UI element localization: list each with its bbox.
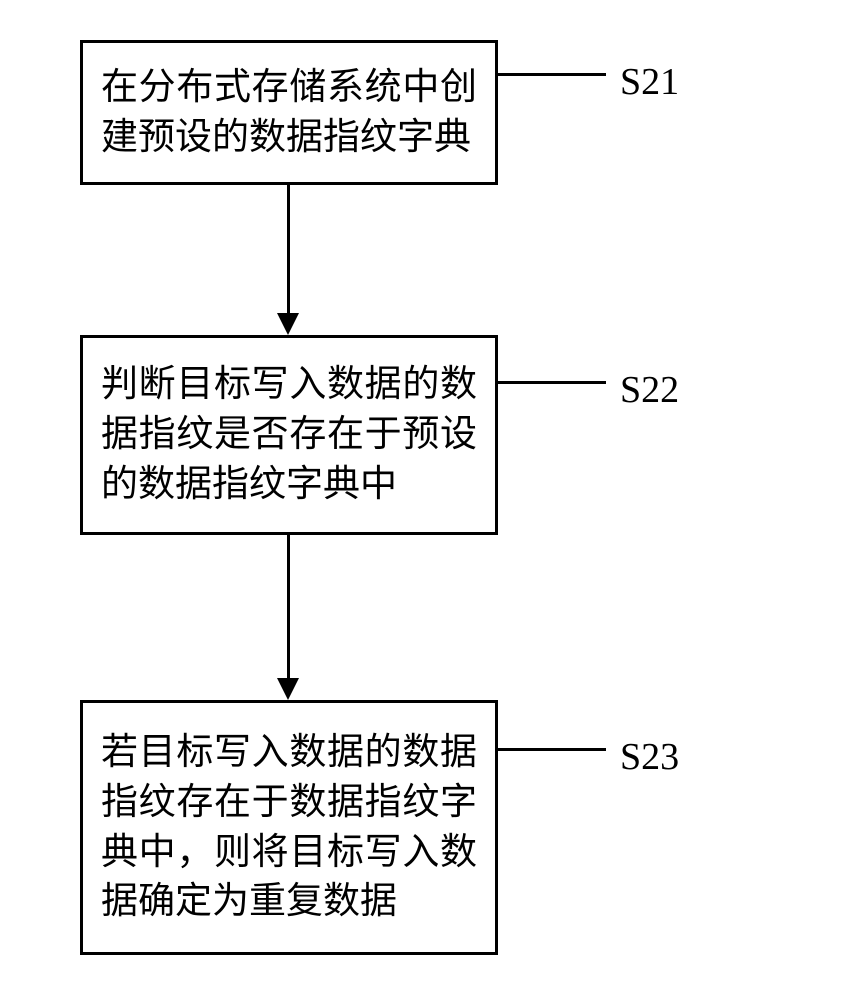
flow-node-s23-text: 若目标写入数据的数据指纹存在于数据指纹字典中，则将目标写入数据确定为重复数据 [101, 728, 477, 928]
arrow-s21-s22 [287, 185, 290, 315]
leader-line-s23 [498, 748, 606, 751]
leader-line-s22 [498, 381, 606, 384]
arrow-head-s21-s22 [277, 313, 299, 335]
arrow-head-s22-s23 [277, 678, 299, 700]
step-label-s22: S22 [620, 368, 679, 412]
step-label-s21: S21 [620, 60, 679, 104]
flow-node-s22-text: 判断目标写入数据的数据指纹是否存在于预设的数据指纹字典中 [101, 360, 477, 510]
flow-node-s23: 若目标写入数据的数据指纹存在于数据指纹字典中，则将目标写入数据确定为重复数据 [80, 700, 498, 955]
step-label-s23: S23 [620, 735, 679, 779]
flow-node-s21-text: 在分布式存储系统中创建预设的数据指纹字典 [101, 63, 477, 163]
flow-node-s21: 在分布式存储系统中创建预设的数据指纹字典 [80, 40, 498, 185]
flow-node-s22: 判断目标写入数据的数据指纹是否存在于预设的数据指纹字典中 [80, 335, 498, 535]
flowchart-canvas: 在分布式存储系统中创建预设的数据指纹字典 S21 判断目标写入数据的数据指纹是否… [0, 0, 850, 1000]
leader-line-s21 [498, 73, 606, 76]
arrow-s22-s23 [287, 535, 290, 680]
